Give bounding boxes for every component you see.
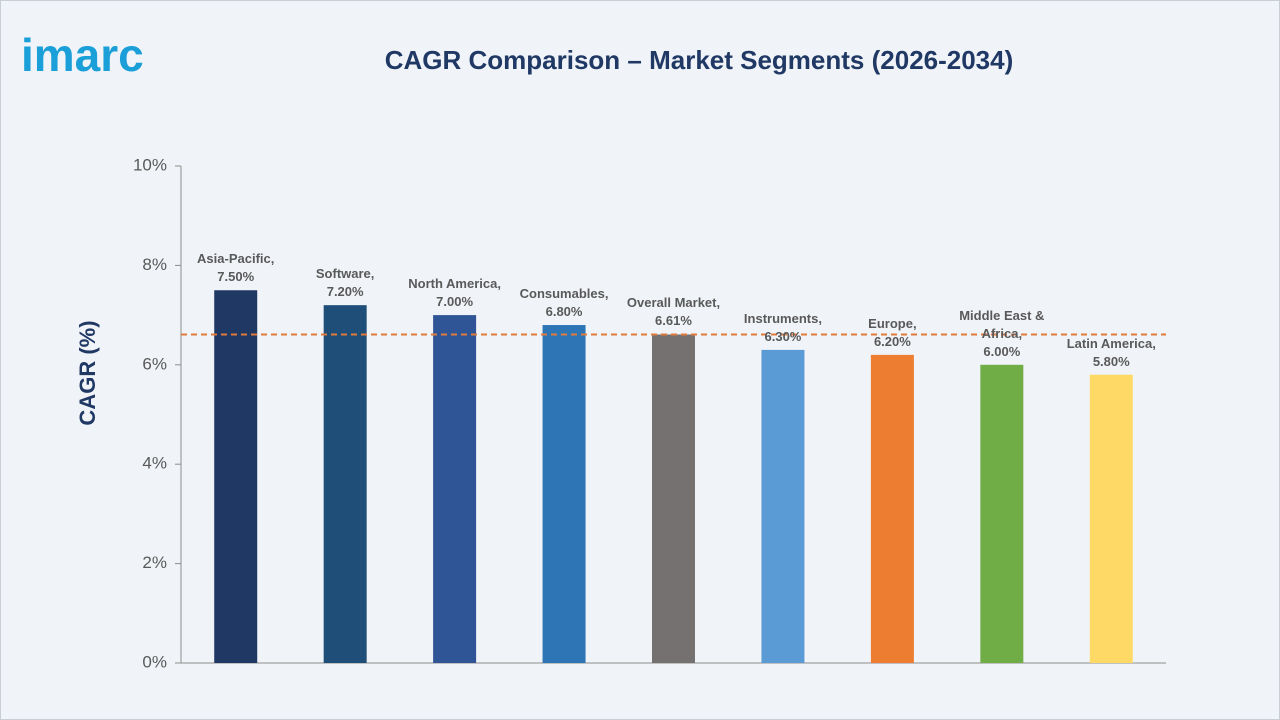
logo: imarc xyxy=(21,29,144,81)
value-label: 6.20% xyxy=(873,333,911,349)
y-tick-label: 2% xyxy=(142,553,167,572)
value-label: 7.50% xyxy=(217,269,255,285)
data-label: Middle East & Africa, 6.00% xyxy=(947,307,1056,361)
category-label: Middle East & Africa, xyxy=(959,307,1045,341)
data-label: Europe, 6.20% xyxy=(838,315,947,351)
data-label: Instruments, 6.30% xyxy=(728,310,837,346)
y-axis-label: CAGR (%) xyxy=(75,320,100,425)
value-label: 5.80% xyxy=(1092,353,1130,369)
value-label: 6.61% xyxy=(655,313,692,329)
y-tick-label: 8% xyxy=(142,255,167,274)
bar xyxy=(214,290,258,663)
bar xyxy=(980,364,1024,663)
bar xyxy=(652,334,695,663)
value-label: 7.20% xyxy=(326,284,364,300)
y-tick-label: 0% xyxy=(142,652,167,671)
category-label: Overall Market, xyxy=(626,295,721,311)
bar xyxy=(433,315,477,663)
category-label: North America, xyxy=(408,276,501,292)
bar xyxy=(542,325,586,663)
data-label: North America, 7.00% xyxy=(400,275,509,311)
value-label: 6.80% xyxy=(545,304,583,320)
value-label: 6.30% xyxy=(764,328,802,344)
y-tick-label: 6% xyxy=(142,354,167,373)
data-label: Overall Market, 6.61% xyxy=(619,294,728,330)
bar xyxy=(1089,374,1133,663)
bar xyxy=(870,354,914,663)
category-label: Software, xyxy=(315,266,375,282)
category-label: Consumables, xyxy=(519,286,609,302)
category-label: Instruments, xyxy=(743,310,822,326)
chart-title: CAGR Comparison – Market Segments (2026-… xyxy=(385,45,1014,75)
y-tick-label: 10% xyxy=(133,155,167,174)
y-tick-label: 4% xyxy=(142,454,167,473)
value-label: 7.00% xyxy=(436,294,474,310)
data-label: Latin America, 5.80% xyxy=(1057,335,1166,371)
bar xyxy=(323,305,367,663)
bar xyxy=(761,349,805,663)
data-label: Asia-Pacific, 7.50% xyxy=(181,250,290,286)
category-label: Latin America, xyxy=(1066,335,1156,351)
data-label: Software, 7.20% xyxy=(290,265,399,301)
value-label: 6.00% xyxy=(983,343,1021,359)
category-label: Asia-Pacific, xyxy=(197,251,275,267)
category-label: Europe, xyxy=(868,315,917,331)
data-label: Consumables, 6.80% xyxy=(509,285,618,321)
